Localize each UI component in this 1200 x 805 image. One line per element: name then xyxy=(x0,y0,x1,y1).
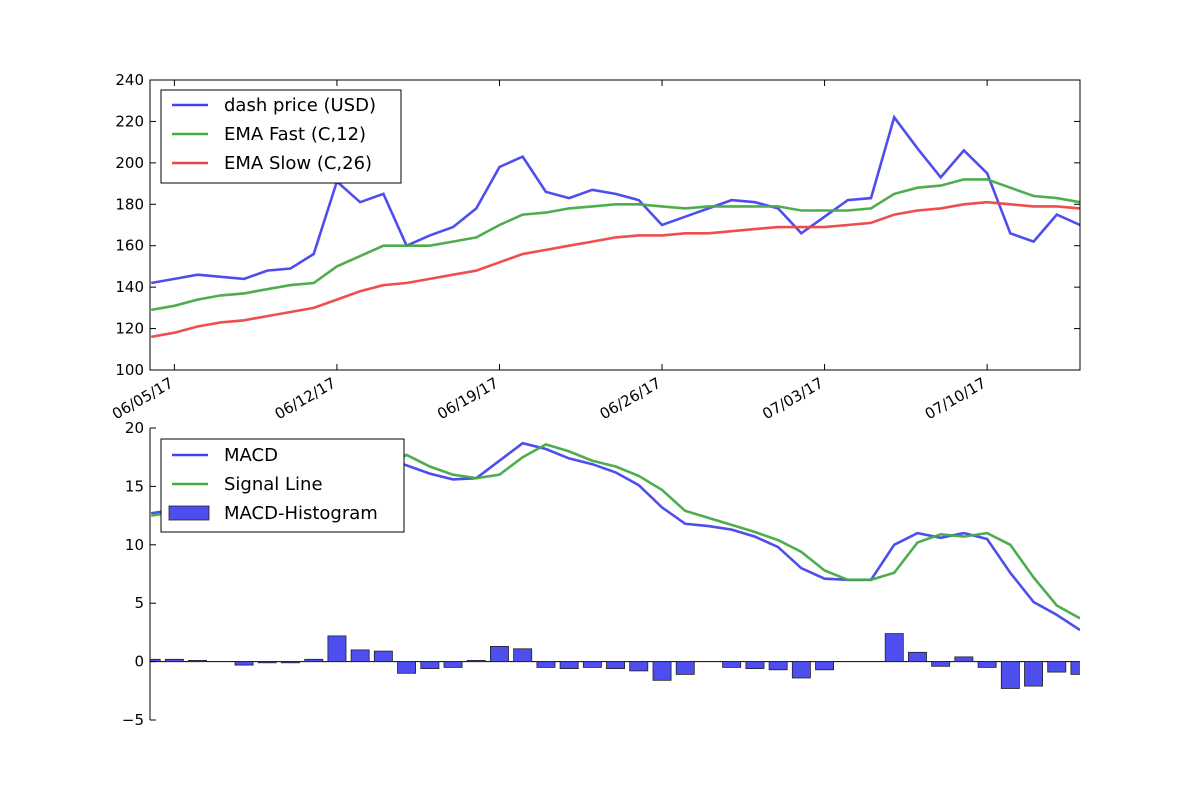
bottom-ytick-label: 20 xyxy=(125,419,144,437)
top-xtick-label: 06/19/17 xyxy=(434,374,501,423)
macd-histogram-bar xyxy=(489,646,509,663)
macd-histogram-bar xyxy=(1070,661,1080,675)
top-ytick-label: 160 xyxy=(115,237,144,255)
top-xtick-label: 06/12/17 xyxy=(272,374,339,423)
macd-histogram-bar xyxy=(397,661,417,674)
macd-histogram-bar xyxy=(606,661,626,669)
macd-histogram-bar xyxy=(582,661,602,668)
macd-histogram-bar xyxy=(1000,661,1020,689)
bottom-ytick-label: −5 xyxy=(122,711,144,729)
macd-histogram-bar xyxy=(536,661,556,668)
macd-histogram-bar xyxy=(977,661,997,668)
top-ytick-label: 100 xyxy=(115,361,144,379)
bottom-legend-label: Signal Line xyxy=(224,474,323,495)
top-ytick-label: 200 xyxy=(115,154,144,172)
macd-histogram-bar xyxy=(675,661,695,675)
price-series-line-1 xyxy=(150,178,1080,312)
top-axes-frame xyxy=(149,79,1081,371)
bottom-legend-bar-swatch xyxy=(168,505,210,521)
top-legend-label: dash price (USD) xyxy=(224,95,376,116)
bottom-legend: MACD Signal Line MACD-Histogram xyxy=(160,438,405,533)
top-ytick-label: 220 xyxy=(115,112,144,130)
macd-histogram-bar xyxy=(188,660,208,663)
top-legend: dash price (USD) EMA Fast (C,12) EMA Slow … xyxy=(160,89,402,184)
macd-histogram-bar xyxy=(1024,661,1044,687)
macd-histogram-bar xyxy=(791,661,811,679)
macd-histogram-bar xyxy=(327,635,347,663)
macd-histogram-bar xyxy=(164,658,184,662)
macd-histogram-bar xyxy=(234,661,254,666)
top-legend-label: EMA Fast (C,12) xyxy=(224,124,366,145)
macd-histogram-bar xyxy=(257,661,277,664)
top-ytick-label: 240 xyxy=(115,71,144,89)
macd-histogram-bar xyxy=(1047,661,1067,673)
bottom-ytick-label: 5 xyxy=(134,594,144,612)
top-ytick-label: 140 xyxy=(115,278,144,296)
macd-histogram-bar xyxy=(629,661,649,672)
bottom-legend-label: MACD-Histogram xyxy=(224,503,378,524)
macd-histogram-bar xyxy=(931,661,951,667)
price-series-line-2 xyxy=(150,200,1080,339)
bottom-ytick-label: 0 xyxy=(134,653,144,671)
macd-histogram-bar xyxy=(559,661,579,669)
macd-histogram-bar xyxy=(884,633,904,662)
macd-histogram-bar xyxy=(443,661,463,668)
top-xtick-label: 07/03/17 xyxy=(759,374,826,423)
macd-histogram-bar xyxy=(768,661,788,671)
top-ytick-label: 120 xyxy=(115,320,144,338)
macd-histogram-bar xyxy=(373,650,393,662)
price-series-line-0 xyxy=(150,114,1080,285)
bottom-ytick-label: 10 xyxy=(125,536,144,554)
macd-histogram-bar xyxy=(420,661,440,669)
top-xtick-label: 07/10/17 xyxy=(922,374,989,423)
macd-histogram-bar xyxy=(908,651,927,662)
macd-histogram-bar xyxy=(954,656,974,663)
macd-histogram-bar xyxy=(815,661,835,671)
top-ytick-label: 180 xyxy=(115,195,144,213)
bottom-ytick-label: 15 xyxy=(125,477,144,495)
macd-histogram-bar xyxy=(652,661,672,681)
macd-histogram-bar xyxy=(280,661,300,664)
macd-histogram-bar xyxy=(350,649,370,663)
bottom-legend-label: MACD xyxy=(224,445,278,466)
top-xtick-label: 06/05/17 xyxy=(109,374,176,423)
top-xtick-label: 06/26/17 xyxy=(597,374,664,423)
top-legend-label: EMA Slow (C,26) xyxy=(224,153,372,174)
macd-histogram-bar xyxy=(722,661,742,668)
macd-histogram-bar xyxy=(745,661,765,669)
macd-histogram-bar xyxy=(513,648,533,662)
macd-histogram-bar xyxy=(304,658,324,662)
macd-histogram-bar xyxy=(466,660,486,663)
